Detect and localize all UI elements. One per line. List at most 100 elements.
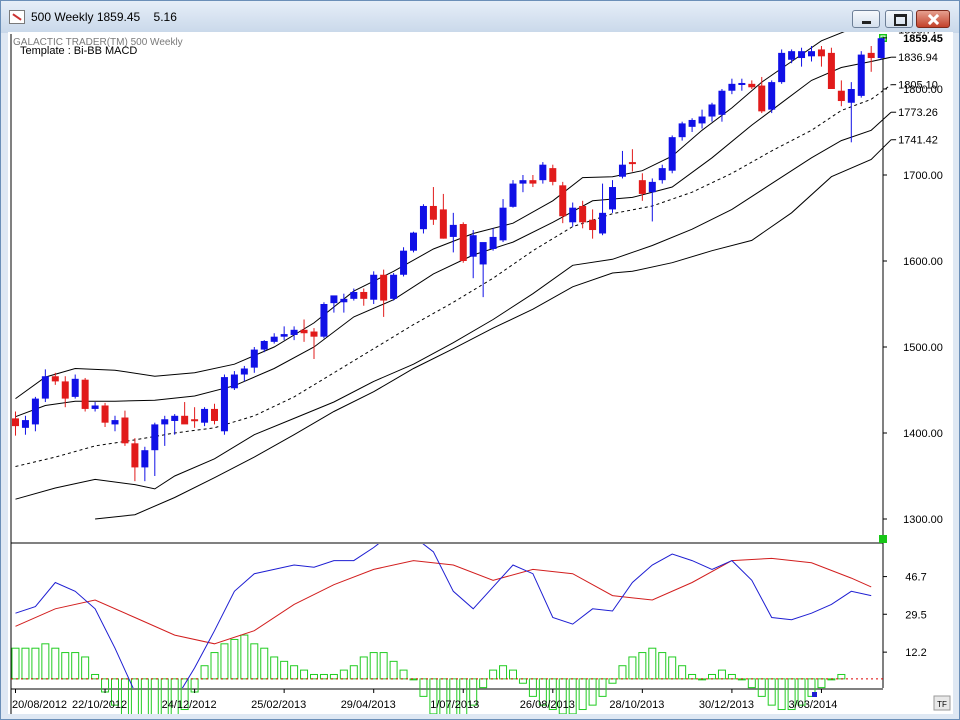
candle-body [738,82,746,85]
candle-body [479,242,487,265]
candle [400,247,408,277]
candle [589,209,597,239]
candle [489,228,497,251]
candle [529,175,537,188]
chart-area: GALACTIC TRADER(TM) 500 Weekly Template … [8,32,953,714]
candle [857,51,865,98]
timeframe-button[interactable] [933,695,951,711]
candle-body [61,381,69,399]
candle [429,187,437,225]
candle [61,376,69,408]
candle-body [350,291,358,299]
candle-body [290,329,298,335]
candle [350,288,358,301]
candle-body [589,219,597,231]
candle [290,326,298,341]
candle [798,47,806,67]
minimize-button[interactable] [852,10,880,28]
candle [230,371,238,390]
current-bar-marker [812,692,817,697]
middle-band [15,84,892,467]
maximize-button[interactable] [885,10,913,28]
candle-body [161,419,169,425]
candle-body [847,89,855,103]
candle [111,415,119,432]
band-value-label: 1868.77 [898,32,938,37]
candle-body [211,408,218,421]
candle [837,80,845,107]
candle [320,302,328,339]
candle [678,121,686,141]
candlestick-series [12,37,885,482]
candle [360,288,368,306]
candle [698,109,706,129]
histogram-bar [389,660,398,680]
candle-body [250,349,258,368]
candle [728,78,736,95]
panel-marker-bottom[interactable] [879,535,887,543]
price-chart[interactable]: GALACTIC TRADER(TM) 500 Weekly Template … [8,32,953,714]
candle-body [539,164,547,181]
candle [788,49,796,64]
date-tick-label: 1/07/2013 [430,699,479,711]
histogram-bar [210,652,219,680]
candle-body [449,224,457,237]
histogram-bar [21,647,30,680]
candle [51,372,59,385]
candle [280,326,288,341]
candle [469,230,477,279]
candle [688,118,696,132]
histogram-bar [91,673,100,680]
candle-body [171,415,179,421]
candle-body [21,420,29,428]
histogram-bar [419,678,428,697]
histogram-bar [429,678,438,714]
histogram-bar [220,643,229,680]
histogram-bar [499,665,508,680]
candle-body [280,334,288,337]
close-button[interactable] [916,10,950,28]
candle [668,135,676,174]
histogram-bar [439,678,448,714]
macd-line [15,544,872,688]
price-tick-label: 1600.00 [903,256,943,268]
candle-body [131,443,139,468]
band-value-label: 1741.42 [898,135,938,147]
candle-body [201,408,209,423]
date-tick-label: 28/10/2013 [609,699,664,711]
candle [579,200,587,229]
band-value-label: 1836.94 [898,52,938,64]
chart-app-icon[interactable] [9,10,25,24]
candle [310,328,318,360]
candle [161,415,169,446]
candle [121,410,129,446]
candle-body [817,49,825,57]
candle-body [419,205,427,230]
histogram-bar [270,656,279,680]
candle-body [191,419,199,422]
date-tick-label: 25/02/2013 [251,699,306,711]
title-bar[interactable]: 500 Weekly 1859.45 5.16 [1,1,959,33]
histogram-bar [170,678,179,714]
histogram-bar [310,673,318,680]
candle-body [509,183,517,207]
timeframe-button-label: TF [937,700,947,709]
price-tick-label: 1400.00 [903,428,943,440]
histogram-bar [31,647,40,680]
candle [12,411,19,436]
histogram-bar [150,678,159,714]
candle [847,82,855,143]
window-title-text: 500 Weekly 1859.45 [31,10,141,24]
candle-body [230,374,238,389]
price-tick-label: 1700.00 [903,170,943,182]
candle [201,407,209,427]
candle [638,173,646,201]
date-tick-label: 24/12/2012 [162,699,217,711]
candle [21,415,29,435]
band-value-label: 1773.26 [898,107,938,119]
candle-body [698,116,706,124]
histogram-bar [300,669,309,680]
histogram-bar [459,678,468,714]
candle-body [778,52,786,83]
histogram-bar [130,678,139,714]
